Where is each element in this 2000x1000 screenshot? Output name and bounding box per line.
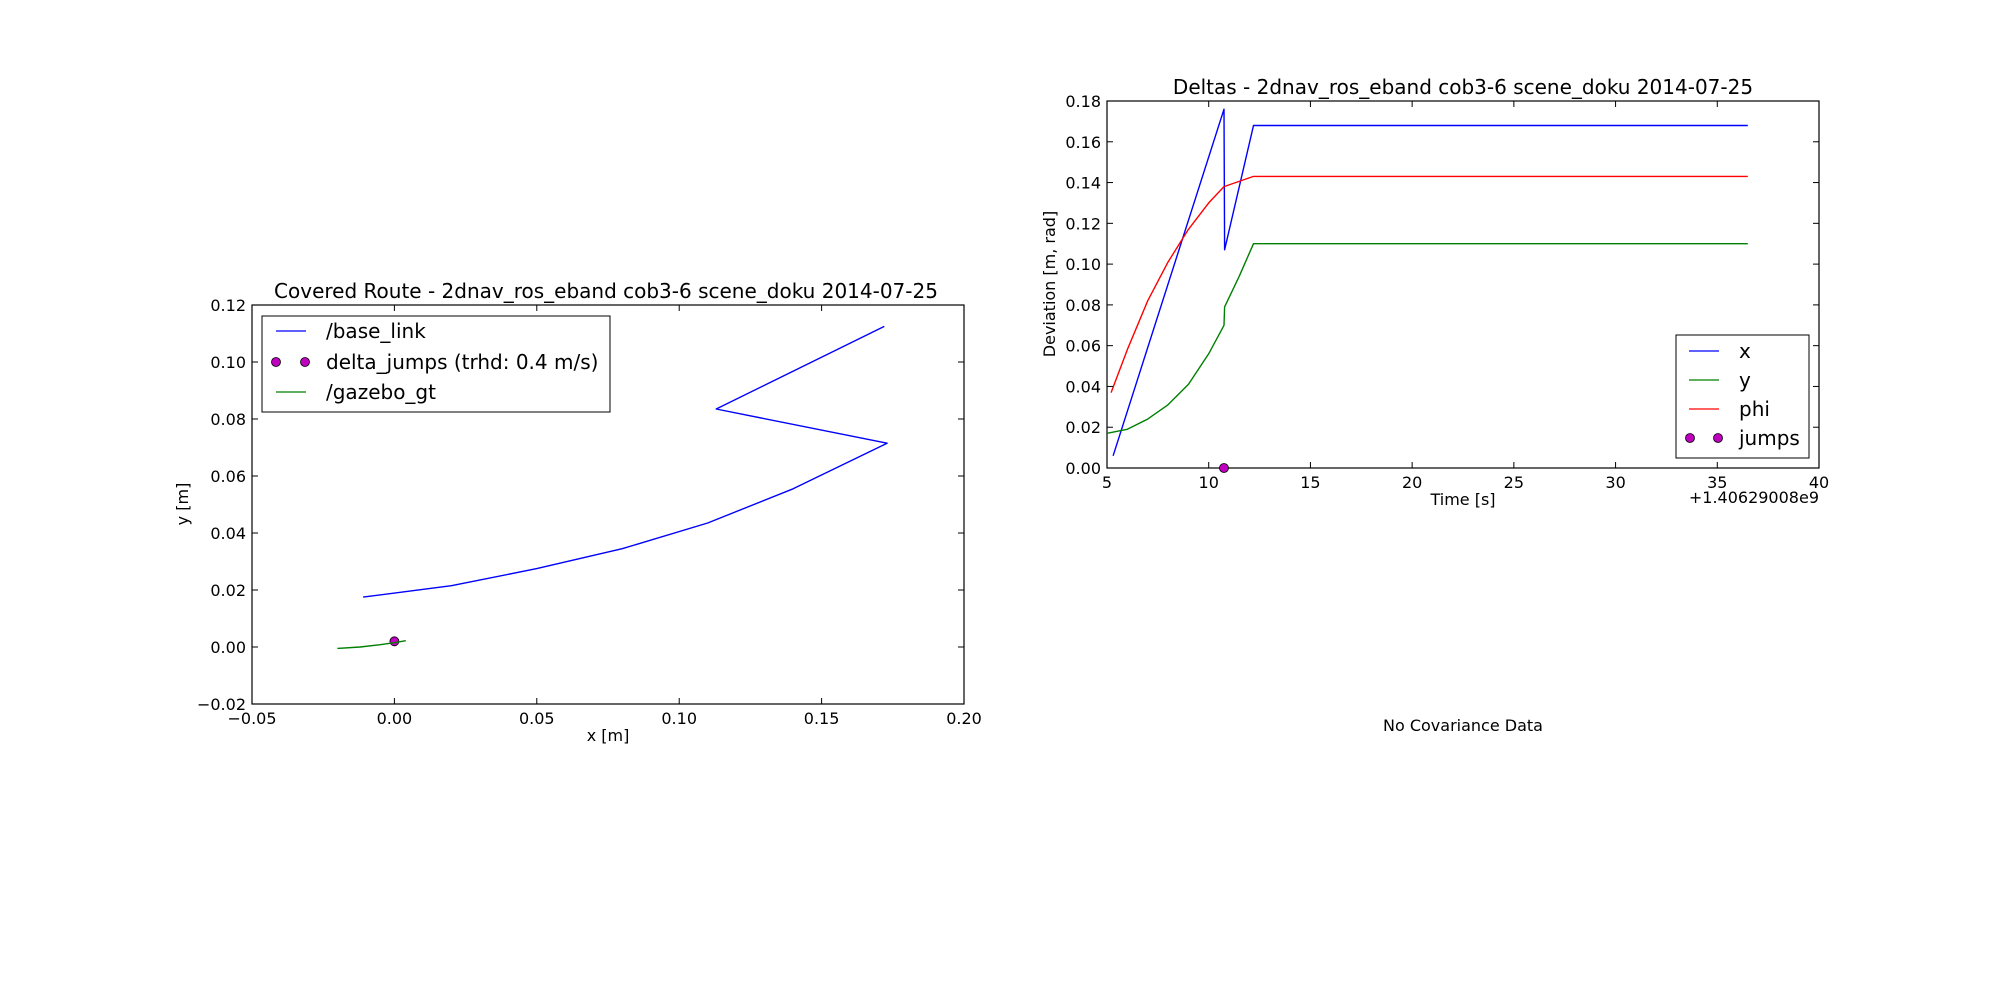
- series-line-phi: [1110, 175, 1748, 393]
- y-tick-label: 0.10: [1065, 255, 1101, 274]
- legend: x y phi jumps: [1675, 334, 1810, 459]
- legend-marker-jumps: [1713, 433, 1723, 443]
- y-tick-label: 0.04: [1065, 377, 1101, 396]
- legend-label-delta-jumps: delta_jumps (trhd: 0.4 m/s): [326, 350, 598, 374]
- tick-layer: −0.05 0.00 0.05 0.10 0.15 0.20 −0.02 0.00 0.02 0.…: [197, 296, 982, 728]
- x-tick-label: 25: [1504, 473, 1524, 492]
- y-tick-label: −0.02: [197, 695, 246, 714]
- y-tick-label: 0.08: [210, 410, 246, 429]
- chart-title: Deltas - 2dnav_ros_eband cob3-6 scene_do…: [1173, 75, 1753, 99]
- x-axis-label: x [m]: [587, 726, 630, 745]
- x-tick-label: 0.05: [519, 709, 555, 728]
- series-layer: [337, 325, 888, 650]
- legend: /base_link delta_jumps (trhd: 0.4 m/s) /…: [261, 315, 611, 413]
- data-point-delta-jumps-trhd-0-4-m-s: [389, 636, 400, 647]
- y-axis-label: y [m]: [173, 483, 192, 526]
- chart-title: Covered Route - 2dnav_ros_eband cob3-6 s…: [274, 279, 938, 303]
- legend-marker-delta-jumps: [300, 357, 310, 367]
- x-tick-label: −0.05: [227, 709, 276, 728]
- legend-label-base-link: /base_link: [326, 319, 426, 343]
- y-tick-label: 0.18: [1065, 92, 1101, 111]
- x-tick-label: 40: [1809, 473, 1829, 492]
- legend-label-x: x: [1739, 339, 1751, 363]
- y-tick-label: 0.00: [1065, 459, 1101, 478]
- x-tick-label: 20: [1402, 473, 1422, 492]
- deltas-chart: Deltas - 2dnav_ros_eband cob3-6 scene_do…: [1040, 75, 1829, 509]
- x-tick-label: 35: [1707, 473, 1727, 492]
- data-point-jumps: [1219, 463, 1229, 473]
- legend-box: [1675, 334, 1810, 459]
- y-tick-label: 0.10: [210, 353, 246, 372]
- legend-label-phi: phi: [1739, 397, 1770, 421]
- covered-route-chart: Covered Route - 2dnav_ros_eband cob3-6 s…: [173, 279, 982, 745]
- legend-box: [261, 315, 611, 413]
- x-axis-label: Time [s]: [1429, 490, 1495, 509]
- x-tick-label: 30: [1605, 473, 1625, 492]
- x-tick-label: 10: [1199, 473, 1219, 492]
- legend-marker-delta-jumps: [271, 357, 281, 367]
- x-tick-label: 0.15: [804, 709, 840, 728]
- series-line-y: [1106, 242, 1748, 434]
- legend-marker-jumps: [1685, 433, 1695, 443]
- y-tick-label: 0.16: [1065, 133, 1101, 152]
- x-tick-label: 0.20: [946, 709, 982, 728]
- legend-label-y: y: [1739, 368, 1751, 392]
- y-tick-label: 0.06: [210, 467, 246, 486]
- legend-label-jumps: jumps: [1738, 426, 1800, 450]
- y-tick-label: 0.12: [1065, 214, 1101, 233]
- x-tick-label: 0.10: [661, 709, 697, 728]
- y-tick-label: 0.12: [210, 296, 246, 315]
- series-line-base-link: [363, 325, 888, 598]
- y-axis-label: Deviation [m, rad]: [1040, 211, 1059, 357]
- y-tick-label: 0.00: [210, 638, 246, 657]
- y-tick-label: 0.02: [210, 581, 246, 600]
- tick-layer: 5 10 15 20 25 30 35 40 0.00 0.02 0.04 0.06 0.08 0.10 0…: [1065, 92, 1829, 492]
- x-tick-label: 15: [1300, 473, 1320, 492]
- series-line-gazebo-gt: [337, 640, 406, 650]
- series-layer: [1106, 108, 1748, 473]
- x-axis-offset-label: +1.40629008e9: [1689, 488, 1819, 507]
- y-tick-label: 0.04: [210, 524, 246, 543]
- y-tick-label: 0.14: [1065, 174, 1101, 193]
- x-tick-label: 5: [1102, 473, 1112, 492]
- legend-label-gazebo-gt: /gazebo_gt: [326, 380, 436, 404]
- covariance-note: No Covariance Data: [1383, 716, 1543, 735]
- x-tick-label: 0.00: [377, 709, 413, 728]
- y-tick-label: 0.02: [1065, 418, 1101, 437]
- series-line-x: [1112, 108, 1748, 457]
- y-tick-label: 0.06: [1065, 337, 1101, 356]
- y-tick-label: 0.08: [1065, 296, 1101, 315]
